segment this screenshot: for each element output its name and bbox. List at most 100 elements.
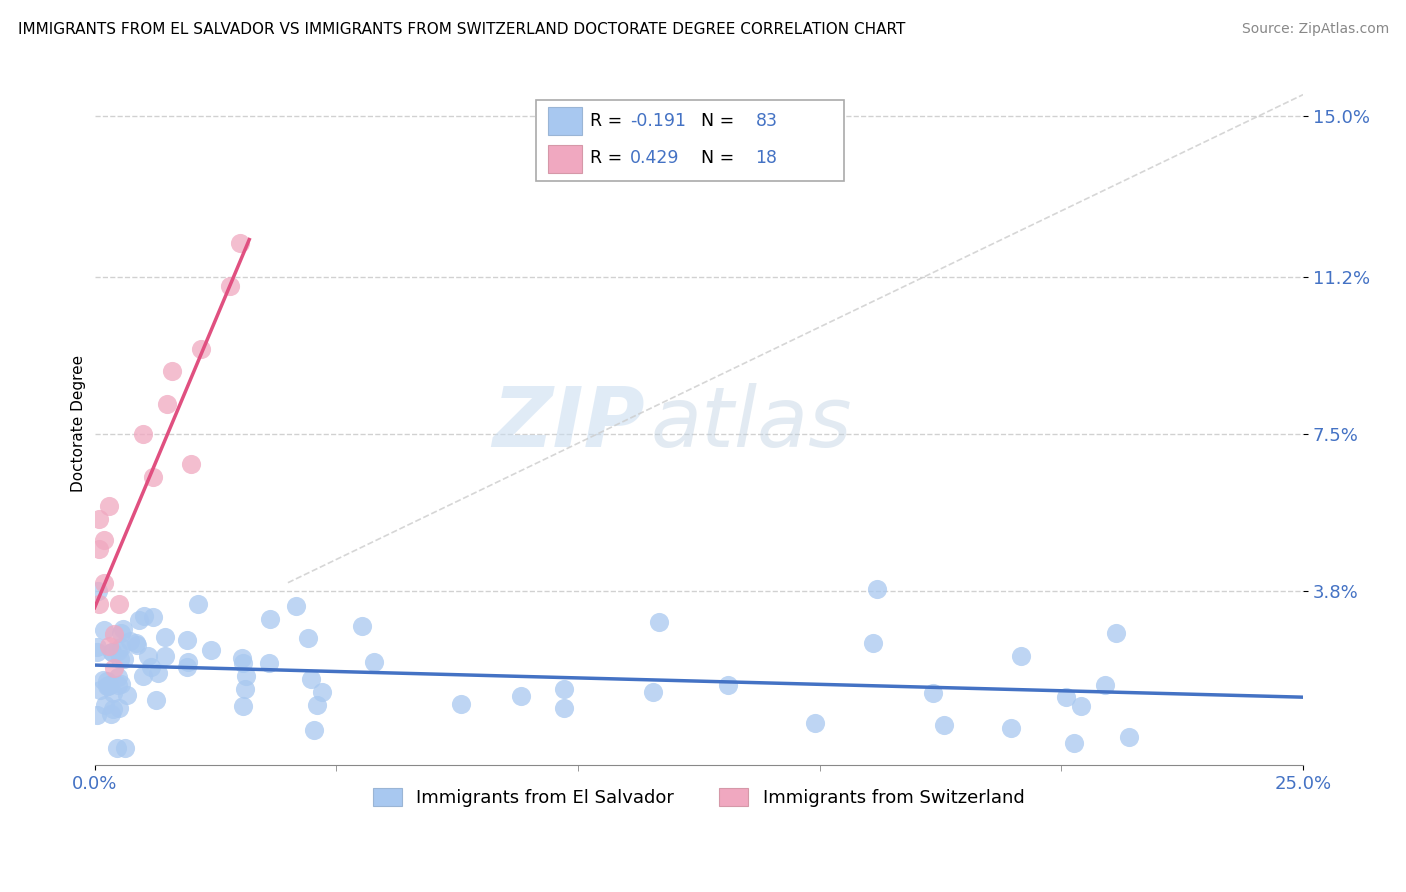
Point (132, 668, 155, 682)
Text: N =: N = (690, 149, 740, 168)
Point (190, 343, 212, 357)
Point (155, 631, 177, 645)
Point (86, 645, 108, 659)
Point (1000, 721, 1022, 735)
Point (259, 612, 281, 626)
Point (717, 678, 740, 692)
Point (235, 669, 257, 683)
Point (136, 648, 159, 663)
Point (110, 640, 132, 654)
Point (934, 718, 956, 732)
Point (125, 635, 148, 649)
Point (89, 512, 111, 526)
Point (647, 615, 669, 629)
Text: 18: 18 (755, 149, 778, 168)
Point (96, 673, 118, 688)
Point (259, 656, 281, 670)
Point (128, 613, 150, 627)
Point (114, 652, 136, 666)
Point (86, 584, 108, 599)
Point (107, 678, 129, 692)
Point (180, 457, 202, 471)
Point (450, 697, 472, 711)
Point (142, 609, 165, 624)
Point (105, 741, 128, 756)
Point (232, 699, 254, 714)
Point (866, 582, 889, 597)
Point (1105, 626, 1128, 640)
Point (89, 597, 111, 611)
Point (305, 698, 328, 712)
Point (93, 575, 115, 590)
Point (141, 660, 163, 674)
Text: IMMIGRANTS FROM EL SALVADOR VS IMMIGRANTS FROM SWITZERLAND DOCTORATE DEGREE CORR: IMMIGRANTS FROM EL SALVADOR VS IMMIGRANT… (18, 22, 905, 37)
Point (108, 651, 131, 665)
Point (553, 682, 575, 697)
Point (219, 278, 242, 293)
Point (921, 686, 943, 700)
Point (107, 644, 129, 658)
Point (553, 701, 575, 715)
FancyBboxPatch shape (536, 100, 844, 181)
Point (98, 640, 121, 654)
Point (510, 689, 533, 703)
Y-axis label: Doctorate Degree: Doctorate Degree (72, 355, 86, 492)
Point (350, 619, 373, 633)
Point (1070, 699, 1092, 714)
Text: R =: R = (591, 149, 628, 168)
Point (187, 597, 209, 611)
Point (108, 701, 131, 715)
Point (101, 644, 124, 658)
Point (96, 679, 118, 693)
Point (93, 623, 115, 637)
Point (120, 634, 142, 648)
Point (176, 656, 198, 670)
Point (200, 643, 222, 657)
Point (228, 236, 250, 251)
Text: R =: R = (591, 112, 628, 130)
Point (93, 533, 115, 548)
Text: -0.191: -0.191 (630, 112, 686, 130)
Point (134, 609, 156, 624)
Point (117, 688, 139, 702)
Point (299, 673, 322, 687)
Point (146, 665, 169, 680)
Point (643, 685, 665, 699)
Point (101, 686, 124, 700)
Point (93, 698, 115, 713)
Point (107, 597, 129, 611)
Point (101, 702, 124, 716)
Text: Source: ZipAtlas.com: Source: ZipAtlas.com (1241, 22, 1389, 37)
Point (1118, 730, 1140, 744)
Legend: Immigrants from El Salvador, Immigrants from Switzerland: Immigrants from El Salvador, Immigrants … (366, 781, 1032, 814)
Bar (548, 145, 582, 173)
Point (89, 541, 111, 556)
Point (1010, 648, 1032, 663)
Text: atlas: atlas (651, 383, 852, 464)
Point (231, 651, 253, 665)
Text: 0.429: 0.429 (630, 149, 679, 168)
Point (98, 500, 121, 514)
Point (142, 469, 165, 483)
Point (297, 631, 319, 645)
Point (86, 640, 108, 654)
Point (132, 427, 155, 442)
Point (311, 685, 333, 699)
Point (103, 626, 125, 640)
Point (112, 622, 135, 636)
Point (176, 660, 198, 674)
Text: 83: 83 (755, 112, 778, 130)
Point (89, 683, 111, 698)
Point (1054, 690, 1077, 705)
Point (363, 656, 385, 670)
Point (97, 680, 120, 694)
Point (285, 599, 308, 614)
Point (98, 678, 121, 692)
Point (156, 397, 179, 411)
Point (160, 363, 183, 377)
Point (233, 682, 256, 697)
Point (110, 677, 132, 691)
Point (862, 636, 884, 650)
Point (1094, 678, 1116, 692)
Point (153, 648, 176, 663)
